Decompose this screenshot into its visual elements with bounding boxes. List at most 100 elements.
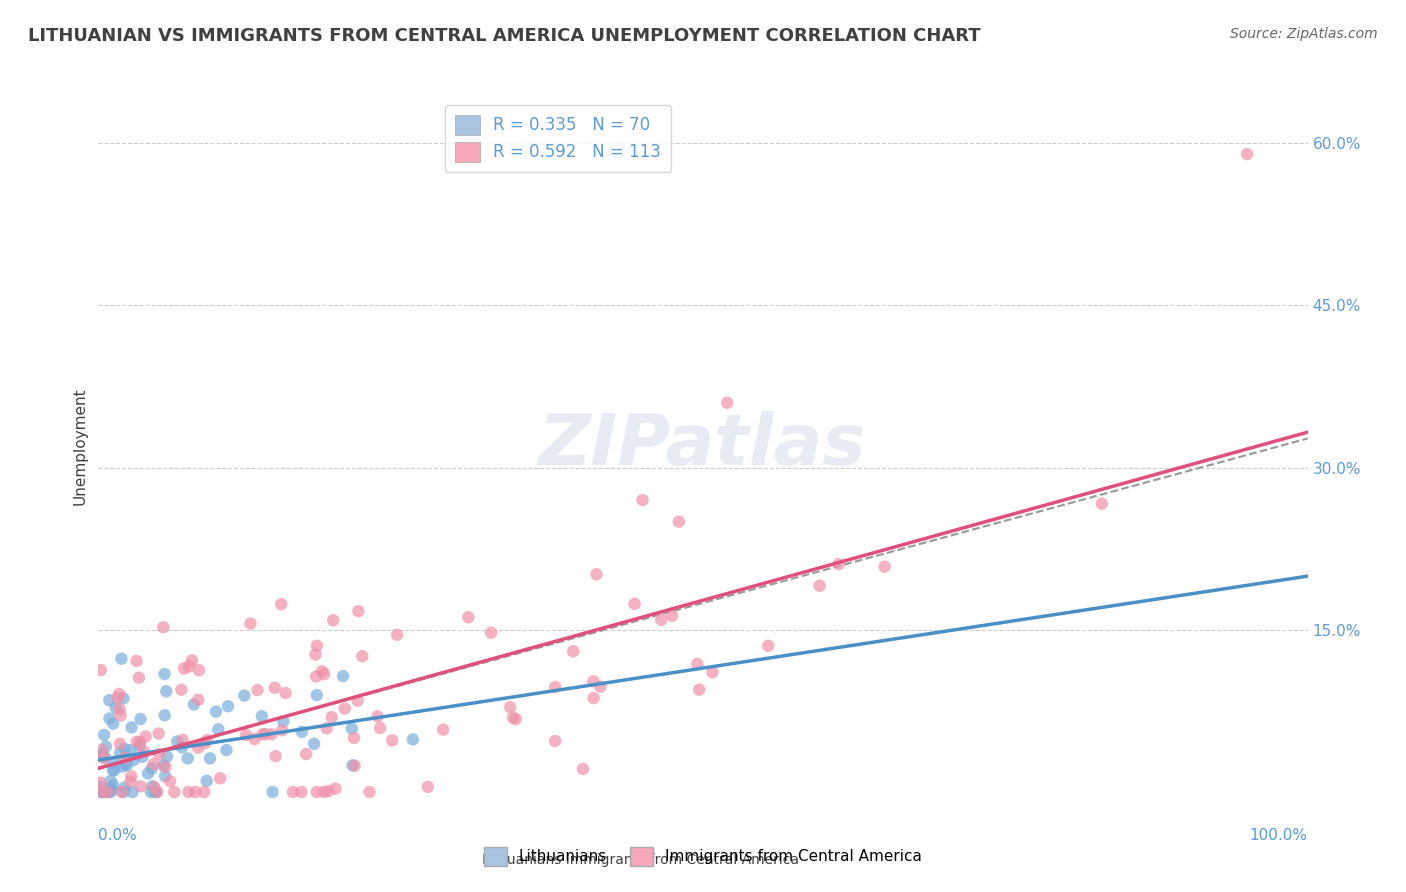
- Point: [120, 743, 142, 757]
- Point: [582, 674, 605, 689]
- Point: [89, 785, 111, 799]
- Point: [108, 687, 131, 701]
- Point: [585, 567, 607, 582]
- Point: [343, 759, 366, 773]
- Point: [90, 785, 112, 799]
- Point: [91, 747, 114, 762]
- Point: [180, 653, 202, 667]
- Point: [91, 785, 114, 799]
- Point: [207, 723, 229, 737]
- Point: [166, 734, 188, 748]
- Legend: R = 0.335   N = 70, R = 0.592   N = 113: R = 0.335 N = 70, R = 0.592 N = 113: [444, 104, 671, 172]
- Point: [352, 649, 374, 664]
- Point: [155, 684, 177, 698]
- Point: [146, 785, 169, 799]
- Point: [368, 721, 391, 735]
- Point: [103, 778, 125, 792]
- Point: [290, 785, 312, 799]
- Point: [316, 784, 339, 798]
- Point: [90, 747, 112, 761]
- Point: [402, 732, 425, 747]
- Point: [305, 639, 328, 653]
- Point: [195, 733, 218, 747]
- Point: [650, 613, 672, 627]
- Point: [101, 763, 124, 777]
- Point: [125, 735, 148, 749]
- Point: [101, 782, 124, 797]
- Point: [101, 716, 124, 731]
- Point: [145, 785, 167, 799]
- Point: [110, 651, 132, 665]
- Point: [100, 774, 122, 789]
- Point: [827, 557, 849, 571]
- Point: [152, 620, 174, 634]
- Point: [184, 785, 207, 799]
- Point: [122, 753, 145, 767]
- Point: [129, 712, 152, 726]
- Point: [114, 780, 136, 795]
- Point: [129, 735, 152, 749]
- Point: [96, 785, 118, 799]
- Point: [312, 785, 335, 799]
- Point: [499, 700, 522, 714]
- Point: [366, 709, 388, 723]
- Point: [505, 712, 527, 726]
- Point: [243, 731, 266, 746]
- Point: [153, 667, 176, 681]
- Point: [623, 597, 645, 611]
- Point: [177, 785, 200, 799]
- Point: [136, 766, 159, 780]
- Point: [347, 604, 370, 618]
- Point: [702, 665, 724, 680]
- Point: [91, 785, 114, 799]
- Point: [217, 699, 239, 714]
- Point: [311, 665, 333, 679]
- Point: [143, 785, 166, 799]
- Point: [142, 757, 165, 772]
- Point: [129, 780, 152, 794]
- Point: [250, 709, 273, 723]
- Point: [112, 691, 135, 706]
- Point: [188, 663, 211, 677]
- Point: [94, 739, 117, 754]
- Point: [416, 780, 439, 794]
- Text: Source: ZipAtlas.com: Source: ZipAtlas.com: [1230, 27, 1378, 41]
- Point: [183, 698, 205, 712]
- Point: [103, 756, 125, 770]
- Point: [100, 785, 122, 799]
- Text: ZIPatlas: ZIPatlas: [540, 411, 866, 481]
- Point: [688, 682, 710, 697]
- Point: [209, 772, 232, 786]
- Point: [1091, 497, 1114, 511]
- Point: [172, 732, 194, 747]
- Point: [305, 688, 328, 702]
- Point: [295, 747, 318, 761]
- Point: [582, 691, 605, 706]
- Point: [321, 710, 343, 724]
- Point: [314, 667, 336, 681]
- Point: [155, 760, 177, 774]
- Point: [194, 736, 217, 750]
- Point: [239, 616, 262, 631]
- Point: [1236, 147, 1258, 161]
- Point: [264, 749, 287, 764]
- Point: [159, 774, 181, 789]
- Point: [90, 780, 112, 794]
- Point: [562, 644, 585, 658]
- Point: [260, 727, 283, 741]
- Point: [340, 722, 363, 736]
- Point: [873, 559, 896, 574]
- Point: [170, 740, 193, 755]
- Point: [271, 723, 294, 738]
- Point: [342, 758, 364, 772]
- Point: [128, 739, 150, 753]
- Point: [325, 781, 347, 796]
- Point: [274, 686, 297, 700]
- Point: [544, 680, 567, 694]
- Point: [333, 701, 356, 715]
- Point: [262, 785, 284, 799]
- Point: [121, 720, 143, 734]
- Point: [111, 785, 134, 799]
- Point: [173, 662, 195, 676]
- Point: [273, 714, 295, 729]
